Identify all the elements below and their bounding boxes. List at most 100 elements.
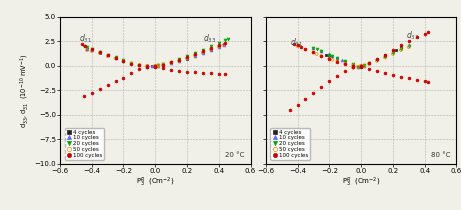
Point: [128, 71, 135, 75]
Point: [389, 74, 396, 77]
Point: [373, 58, 381, 61]
X-axis label: P$_3^R$  (Cm$^{-2}$): P$_3^R$ (Cm$^{-2}$): [342, 175, 380, 189]
Point: [167, 62, 175, 65]
Point: [220, 43, 227, 47]
Point: [392, 48, 400, 51]
Point: [215, 43, 223, 47]
Point: [183, 57, 191, 61]
Point: [96, 50, 103, 54]
Point: [357, 64, 365, 67]
Point: [199, 51, 207, 54]
Point: [329, 55, 336, 58]
Point: [104, 53, 111, 57]
Point: [104, 53, 111, 57]
Point: [389, 52, 396, 56]
Point: [381, 55, 389, 59]
Point: [361, 65, 368, 68]
Point: [136, 63, 143, 67]
Point: [381, 53, 389, 57]
Point: [175, 59, 183, 63]
Point: [104, 53, 111, 56]
Point: [334, 57, 341, 61]
Point: [294, 103, 301, 107]
Point: [83, 49, 91, 52]
Point: [397, 47, 404, 51]
Point: [112, 57, 119, 60]
Point: [96, 88, 103, 91]
Point: [349, 64, 357, 67]
Point: [155, 65, 162, 68]
Point: [215, 45, 223, 48]
Point: [128, 62, 135, 65]
Point: [104, 54, 111, 58]
Point: [96, 51, 103, 54]
Text: $d_{33}$: $d_{33}$: [406, 29, 419, 42]
Point: [88, 47, 95, 51]
Point: [325, 57, 333, 61]
Point: [221, 72, 229, 76]
Point: [160, 63, 167, 66]
Point: [310, 92, 317, 95]
Point: [144, 66, 151, 69]
Point: [342, 60, 349, 63]
Point: [405, 76, 413, 80]
Point: [389, 51, 396, 55]
Point: [389, 49, 396, 53]
Point: [349, 64, 357, 67]
Point: [318, 49, 325, 52]
Point: [152, 64, 159, 67]
Point: [421, 33, 428, 36]
Point: [128, 62, 135, 65]
Point: [207, 48, 214, 51]
Point: [136, 63, 143, 67]
Point: [120, 76, 127, 79]
Point: [152, 64, 159, 67]
Point: [286, 108, 293, 112]
Point: [191, 52, 199, 56]
Point: [413, 36, 420, 39]
Point: [207, 48, 214, 51]
Point: [297, 45, 304, 48]
Point: [221, 39, 229, 42]
Point: [207, 46, 214, 50]
Text: 80 °C: 80 °C: [431, 152, 451, 158]
Point: [207, 45, 214, 48]
Point: [338, 58, 346, 62]
Point: [310, 51, 317, 54]
Point: [397, 46, 404, 50]
Point: [88, 49, 95, 53]
Point: [361, 65, 368, 68]
Point: [365, 62, 372, 66]
Point: [381, 56, 389, 59]
Point: [294, 43, 301, 47]
Point: [155, 64, 162, 67]
Point: [357, 64, 365, 67]
Point: [80, 45, 88, 48]
Point: [128, 62, 135, 65]
Point: [361, 63, 368, 67]
Point: [120, 59, 127, 63]
Text: $d_{33}$: $d_{33}$: [203, 32, 216, 45]
Point: [357, 64, 365, 67]
Point: [349, 63, 357, 66]
Point: [183, 55, 191, 59]
Point: [199, 51, 207, 54]
Point: [175, 58, 183, 61]
X-axis label: P$_3^R$  (Cm$^{-2}$): P$_3^R$ (Cm$^{-2}$): [136, 175, 174, 189]
Point: [357, 64, 365, 67]
Point: [167, 61, 175, 64]
Point: [349, 63, 357, 66]
Point: [191, 71, 199, 74]
Point: [96, 50, 103, 54]
Point: [148, 65, 156, 68]
Point: [381, 54, 389, 58]
Point: [389, 50, 396, 54]
Point: [357, 64, 365, 67]
Point: [310, 46, 317, 49]
Point: [413, 78, 420, 81]
Point: [424, 31, 431, 34]
Point: [405, 44, 413, 47]
Point: [82, 45, 89, 48]
Point: [365, 61, 372, 64]
Point: [334, 57, 341, 60]
